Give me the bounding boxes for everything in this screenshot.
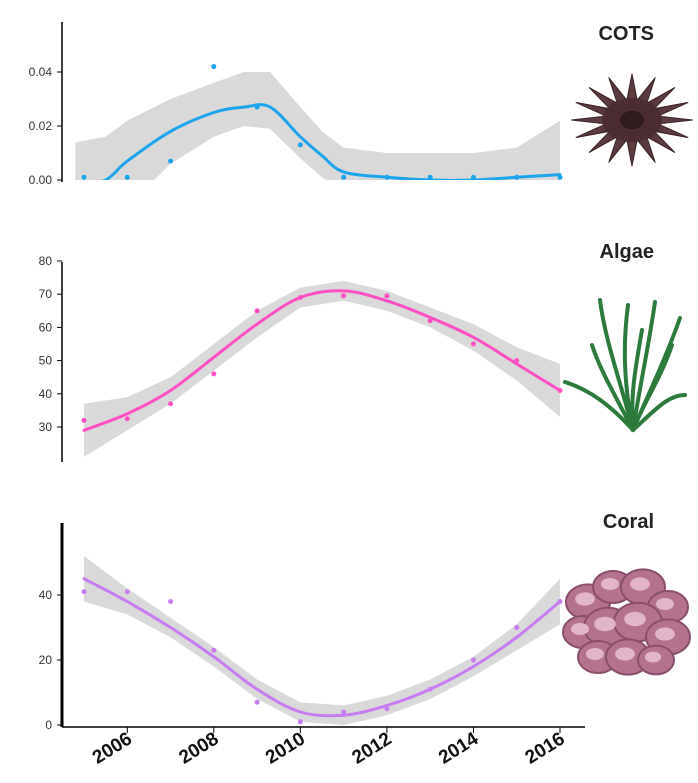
y-tick-label: 0.00: [29, 173, 53, 187]
coral-icon: [562, 568, 691, 676]
crown-of-thorns-starfish-icon: [571, 73, 693, 167]
data-point: [470, 657, 476, 663]
data-point: [470, 341, 476, 347]
data-point: [168, 158, 174, 164]
data-point: [168, 599, 174, 604]
data-point: [254, 104, 260, 110]
data-point: [81, 174, 87, 180]
data-point: [341, 293, 347, 299]
data-point: [427, 174, 433, 180]
data-point: [427, 686, 433, 692]
data-point: [557, 174, 563, 180]
data-point: [81, 589, 87, 595]
y-tick-label: 60: [39, 320, 53, 334]
coral-title: Coral: [603, 511, 654, 533]
y-tick-label: 0: [45, 718, 52, 732]
data-point: [168, 401, 174, 407]
data-point: [211, 64, 217, 70]
y-tick-label: 70: [39, 287, 53, 301]
data-point: [427, 318, 433, 324]
y-tick-label: 30: [39, 420, 53, 434]
x-tick-label: 2014: [435, 728, 482, 768]
data-point: [384, 174, 390, 180]
x-tick-label: 2016: [522, 728, 569, 768]
coral-panel: 0 20 40 Coral: [39, 511, 691, 732]
data-point: [124, 174, 130, 180]
data-point: [514, 625, 520, 630]
cots-panel: 0.00 0.02 0.04 COTS: [29, 22, 693, 187]
x-axis: 2006 2008 2010 2012 2014 2016: [62, 726, 585, 769]
y-tick-label: 40: [39, 387, 53, 401]
cots-trend-line: [101, 103, 562, 180]
data-point: [297, 295, 303, 301]
data-point: [297, 719, 303, 725]
data-point: [297, 142, 303, 148]
x-tick-label: 2012: [349, 728, 396, 768]
data-point: [211, 371, 217, 377]
data-point: [557, 387, 563, 393]
algae-trend-line: [82, 289, 562, 432]
algae-confidence-band: [84, 280, 560, 457]
data-point: [124, 416, 130, 422]
y-tick-label: 0.02: [29, 119, 53, 133]
cots-confidence-band: [75, 72, 560, 180]
data-point: [470, 174, 476, 180]
seaweed-icon: [563, 298, 687, 432]
x-tick-label: 2006: [89, 728, 136, 768]
panel-separator: [46, 184, 570, 258]
cots-title: COTS: [598, 23, 654, 45]
data-point: [384, 293, 390, 299]
y-tick-label: 40: [39, 588, 53, 602]
data-point: [514, 174, 520, 180]
y-tick-label: 0.04: [29, 65, 53, 79]
y-tick-label: 80: [39, 254, 53, 268]
data-point: [341, 174, 347, 180]
data-point: [384, 706, 390, 712]
data-point: [81, 417, 87, 423]
x-tick-label: 2010: [262, 728, 309, 768]
data-point: [557, 599, 563, 604]
data-point: [341, 709, 347, 715]
coral-trend-line: [82, 577, 562, 718]
data-point: [254, 308, 260, 314]
data-point: [514, 358, 520, 364]
algae-title: Algae: [600, 241, 654, 263]
coral-confidence-band: [84, 556, 560, 725]
x-tick-label: 2008: [175, 728, 222, 768]
algae-panel: 30 40 50 60 70 80 Algae: [39, 241, 687, 462]
data-point: [124, 589, 130, 595]
data-point: [211, 647, 217, 653]
y-tick-label: 20: [39, 653, 53, 667]
y-tick-label: 50: [39, 354, 53, 368]
data-point: [254, 699, 260, 705]
